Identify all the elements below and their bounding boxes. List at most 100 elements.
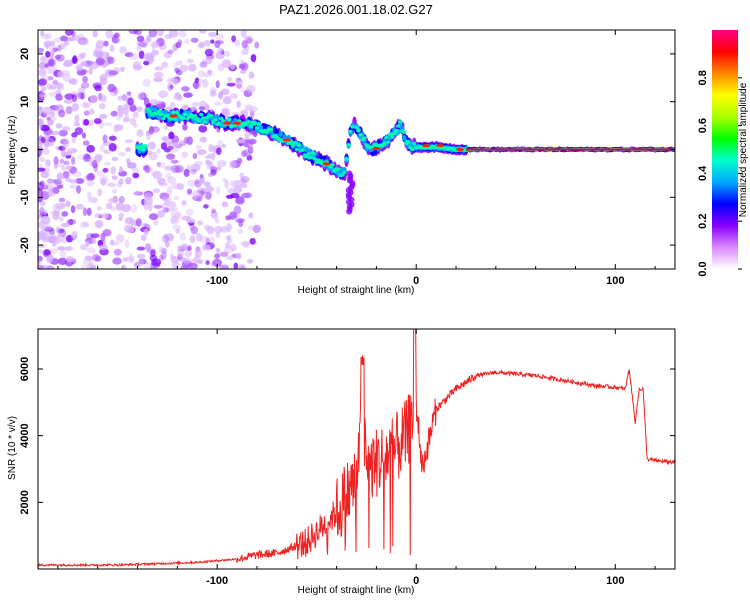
noise-speckle — [210, 87, 217, 94]
noise-speckle — [178, 30, 186, 37]
noise-speckle — [52, 80, 58, 85]
noise-speckle — [167, 83, 173, 92]
snr-ticks: -100 0 100200040006000 — [19, 329, 675, 587]
noise-speckle — [35, 48, 44, 53]
noise-speckle — [197, 149, 207, 155]
noise-speckle — [193, 153, 198, 159]
noise-speckle — [107, 183, 116, 187]
noise-speckle — [82, 132, 86, 138]
noise-speckle — [103, 168, 109, 173]
noise-speckle — [153, 188, 160, 193]
noise-speckle — [151, 258, 161, 266]
noise-speckle — [71, 231, 78, 239]
noise-speckle — [248, 139, 257, 145]
noise-speckle — [95, 44, 104, 49]
noise-speckle — [60, 159, 64, 164]
noise-speckle — [240, 241, 249, 246]
noise-speckle — [47, 58, 56, 67]
noise-speckle — [65, 200, 70, 207]
noise-speckle — [80, 62, 87, 67]
noise-speckle — [57, 175, 65, 180]
noise-speckle — [39, 68, 47, 77]
noise-speckle — [45, 141, 50, 148]
noise-speckle — [227, 83, 236, 87]
spectrogram-marks — [34, 27, 678, 272]
noise-speckle — [71, 57, 78, 64]
ridge-cell — [305, 155, 309, 159]
ridge-cell — [342, 171, 346, 175]
noise-speckle — [45, 51, 50, 58]
ridge-cell — [217, 122, 221, 126]
ridge-cell — [203, 120, 207, 124]
noise-speckle — [205, 160, 210, 165]
noise-speckle — [166, 153, 175, 159]
ridge-peak — [169, 114, 177, 117]
noise-speckle — [248, 225, 255, 230]
noise-speckle — [196, 145, 202, 149]
noise-speckle — [217, 160, 227, 167]
noise-speckle — [116, 234, 125, 243]
noise-speckle — [109, 136, 117, 141]
noise-speckle — [210, 39, 214, 43]
noise-speckle — [97, 189, 102, 197]
ridge-cell — [358, 133, 362, 137]
noise-speckle — [69, 179, 77, 183]
ridge-cell — [279, 131, 283, 137]
noise-speckle — [187, 189, 192, 195]
noise-speckle — [188, 263, 198, 269]
spectrogram-ytick-label: 0 — [19, 146, 31, 152]
noise-speckle — [94, 213, 100, 217]
noise-speckle — [87, 61, 94, 65]
noise-speckle — [211, 152, 215, 161]
noise-speckle — [76, 185, 81, 194]
noise-speckle — [137, 129, 144, 137]
noise-speckle — [161, 142, 167, 150]
noise-speckle — [136, 106, 142, 111]
ridge-cell — [141, 148, 145, 152]
noise-speckle — [247, 259, 253, 264]
noise-speckle — [112, 257, 122, 264]
noise-speckle — [99, 74, 107, 81]
ridge-peak — [456, 148, 464, 151]
noise-speckle — [186, 218, 195, 223]
noise-speckle — [207, 226, 214, 235]
noise-speckle — [120, 67, 125, 72]
noise-speckle — [172, 225, 181, 231]
ridge-cell — [356, 129, 360, 133]
noise-speckle — [107, 84, 115, 92]
noise-speckle — [149, 152, 158, 160]
noise-speckle — [241, 176, 250, 183]
ridge-cell — [362, 136, 366, 140]
figure: PAZ1.2026.001.18.02.G27 -100 0 100-20-1001… — [0, 0, 750, 600]
noise-speckle — [111, 242, 119, 246]
noise-speckle — [249, 72, 255, 79]
noise-speckle — [54, 156, 59, 164]
noise-speckle — [39, 94, 43, 98]
ridge-cell — [344, 157, 348, 161]
noise-speckle — [236, 139, 245, 143]
noise-speckle — [205, 49, 214, 57]
noise-speckle — [66, 106, 73, 114]
noise-speckle — [46, 116, 50, 120]
noise-speckle — [44, 250, 51, 256]
noise-speckle — [92, 237, 97, 244]
noise-speckle — [38, 79, 47, 86]
ridge-cell — [189, 113, 193, 117]
noise-speckle — [129, 253, 134, 260]
noise-speckle — [66, 165, 72, 170]
noise-speckle — [151, 41, 160, 48]
noise-speckle — [49, 235, 59, 241]
noise-speckle — [171, 160, 179, 164]
noise-speckle — [72, 171, 82, 178]
noise-speckle — [58, 109, 65, 117]
noise-speckle — [158, 90, 168, 98]
spectrogram-panel: -100 0 100-20-1001020 Height of straight l… — [7, 27, 677, 296]
noise-speckle — [99, 144, 105, 152]
noise-speckle — [178, 250, 184, 258]
noise-speckle — [188, 49, 192, 53]
noise-speckle — [125, 177, 132, 184]
snr-ylabel: SNR (10 * v/v) — [7, 416, 18, 480]
noise-speckle — [216, 187, 220, 195]
noise-speckle — [119, 213, 124, 219]
noise-speckle — [203, 204, 209, 209]
